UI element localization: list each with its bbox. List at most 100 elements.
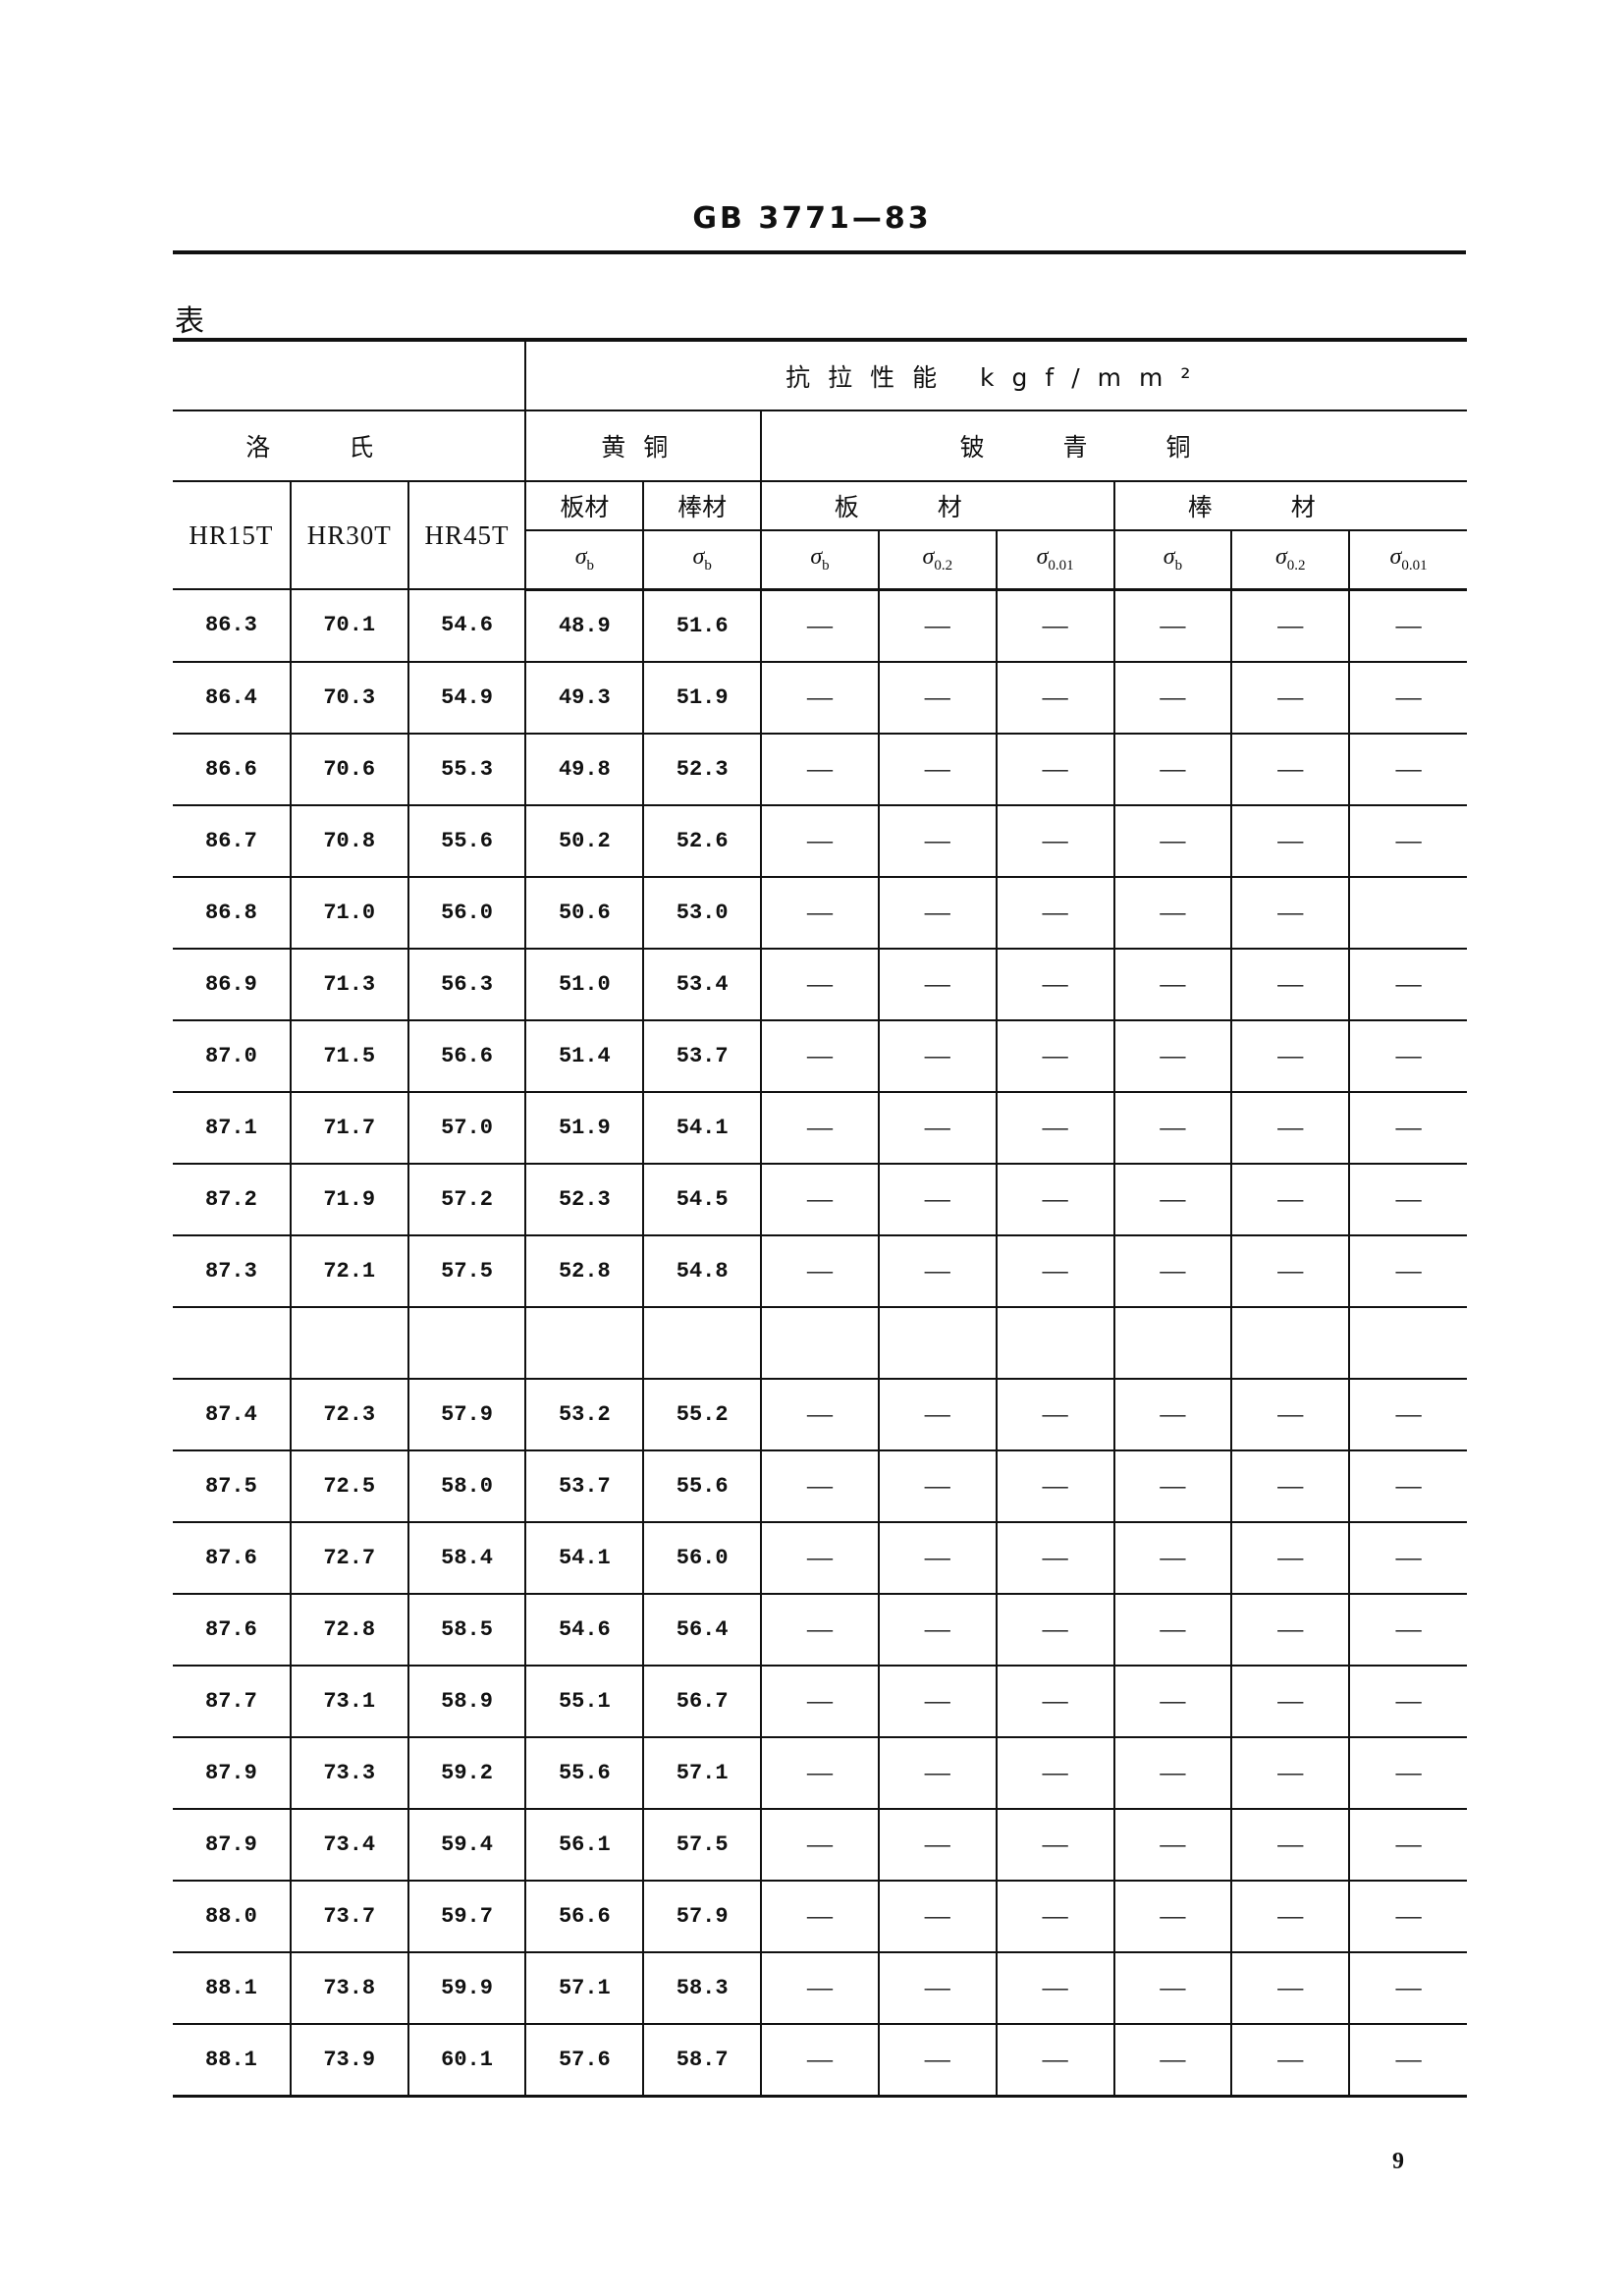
table-cell: — [995, 1090, 1115, 1165]
table-cell: — [1112, 1592, 1233, 1667]
sigma-symbol: σ [1036, 544, 1049, 571]
sigma-symbol: σ [1389, 544, 1402, 571]
header-sigma: σb [1112, 529, 1233, 591]
table-cell: 52.6 [642, 803, 763, 878]
table-cell: 57.1 [642, 1735, 763, 1810]
table-cell [642, 1305, 763, 1380]
table-cell: 56.0 [406, 875, 527, 950]
table-cell: 71.9 [289, 1162, 409, 1236]
table-cell: — [760, 803, 880, 878]
table-cell: 86.7 [173, 803, 292, 878]
table-cell: — [1230, 1449, 1351, 1523]
sigma-subscript: b [586, 558, 595, 574]
table-cell: — [1230, 588, 1351, 663]
table-cell: — [760, 588, 880, 663]
table-cell: — [1230, 660, 1351, 735]
header-brass-plate: 板材 [524, 480, 645, 531]
table-cell: — [760, 1162, 880, 1236]
table-row: 88.1 73.8 59.9 57.1 58.3— — — — — — [173, 1950, 1467, 2025]
table-cell: — [995, 1018, 1115, 1093]
table-cell: 53.7 [642, 1018, 763, 1093]
header-hr30t: HR30T [289, 480, 409, 590]
table-cell: — [877, 1592, 998, 1667]
table-cell: — [995, 803, 1115, 878]
table-cell: — [877, 1950, 998, 2025]
table-cell: — [1230, 1879, 1351, 1953]
table-cell: — [1348, 1018, 1467, 1093]
table-cell: 73.4 [289, 1807, 409, 1882]
table-cell: 87.9 [173, 1807, 292, 1882]
table-cell: 57.9 [642, 1879, 763, 1953]
table-cell: — [877, 660, 998, 735]
table-cell: 52.3 [524, 1162, 645, 1236]
sigma-symbol: σ [574, 544, 587, 571]
table-cell: 88.1 [173, 1950, 292, 2025]
table-cell: — [1348, 588, 1467, 663]
table-cell: 86.8 [173, 875, 292, 950]
table-cell: — [877, 588, 998, 663]
table-cell: — [760, 1233, 880, 1308]
table-cell: — [877, 732, 998, 806]
table-cell: — [877, 875, 998, 950]
table-cell: 52.8 [524, 1233, 645, 1308]
table-cell: 71.7 [289, 1090, 409, 1165]
table-cell: — [1230, 1592, 1351, 1667]
table-row: 86.3 70.1 54.6 48.9 51.6— — — — — — [173, 588, 1467, 663]
table-cell: — [995, 875, 1115, 950]
table-cell: 49.3 [524, 660, 645, 735]
table-cell: — [1348, 660, 1467, 735]
table-cell: — [1230, 803, 1351, 878]
table-cell: — [995, 1520, 1115, 1595]
table-cell: 87.6 [173, 1520, 292, 1595]
table-cell: — [1348, 1664, 1467, 1738]
table-cell: — [1230, 1090, 1351, 1165]
table-cell: — [877, 1520, 998, 1595]
table-cell: 87.5 [173, 1449, 292, 1523]
table-cell: 57.0 [406, 1090, 527, 1165]
table-cell: — [877, 803, 998, 878]
table-cell: — [1230, 1162, 1351, 1236]
table-cell: 51.4 [524, 1018, 645, 1093]
table-cell: 87.9 [173, 1735, 292, 1810]
table-cell: — [995, 2022, 1115, 2098]
table-cell: — [1230, 1735, 1351, 1810]
table-cell: — [1348, 1520, 1467, 1595]
table-cell: 72.1 [289, 1233, 409, 1308]
table-row: 86.9 71.3 56.3 51.0 53.4— — — — — — [173, 947, 1467, 1021]
table-cell: 56.4 [642, 1592, 763, 1667]
table-cell: 57.2 [406, 1162, 527, 1236]
table-cell: 73.3 [289, 1735, 409, 1810]
table-cell: — [760, 1807, 880, 1882]
table-cell: 53.2 [524, 1377, 645, 1451]
table-cell: 50.6 [524, 875, 645, 950]
table-cell: — [1230, 1018, 1351, 1093]
table-cell: 71.5 [289, 1018, 409, 1093]
table-cell: 86.6 [173, 732, 292, 806]
table-cell: 60.1 [406, 2022, 527, 2098]
table-cell: — [1112, 875, 1233, 950]
table-cell: — [877, 947, 998, 1021]
header-hr15t: HR15T [173, 480, 292, 590]
sigma-subscript: 0.2 [1286, 558, 1306, 574]
table-cell: 71.0 [289, 875, 409, 950]
table-cell [760, 1305, 880, 1380]
table-cell: — [1230, 1664, 1351, 1738]
table-cell: — [1348, 1735, 1467, 1810]
table-cell: 71.3 [289, 947, 409, 1021]
table-cell: 73.1 [289, 1664, 409, 1738]
table-cell: 86.9 [173, 947, 292, 1021]
table-cell: 86.3 [173, 588, 292, 663]
header-sigma: σ0.2 [1230, 529, 1351, 591]
table-row: 87.1 71.7 57.0 51.9 54.1— — — — — — [173, 1090, 1467, 1165]
header-sigma: σb [525, 529, 645, 591]
header-rule [173, 250, 1466, 254]
table-cell: — [1112, 2022, 1233, 2098]
table-cell: 70.1 [289, 588, 409, 663]
table-cell: 72.5 [289, 1449, 409, 1523]
table-cell: 58.9 [406, 1664, 527, 1738]
table-cell: — [877, 2022, 998, 2098]
table-cell: 57.5 [406, 1233, 527, 1308]
table-cell: — [877, 1879, 998, 1953]
table-row: 87.7 73.1 58.9 55.1 56.7— — — — — — [173, 1664, 1467, 1738]
table-cell: — [1348, 1090, 1467, 1165]
